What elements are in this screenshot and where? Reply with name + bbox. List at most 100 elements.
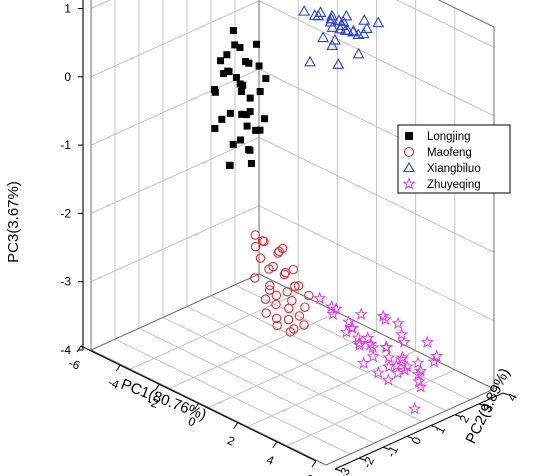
point-square [218, 115, 226, 123]
point-square [256, 88, 264, 96]
point-circle [257, 236, 268, 246]
point-square [246, 146, 254, 154]
point-square [229, 27, 237, 35]
point-square [211, 124, 219, 132]
point-square [220, 70, 228, 78]
point-square [243, 122, 251, 130]
point-square [242, 58, 250, 66]
point-circle [250, 230, 260, 240]
point-square [225, 161, 233, 169]
point-triangle [326, 21, 339, 32]
x-tick-mark [76, 345, 82, 353]
point-star [382, 350, 396, 364]
z-tick-label: -3 [60, 275, 71, 289]
point-star [357, 356, 371, 369]
point-square [232, 74, 240, 82]
point-triangle [357, 27, 370, 39]
legend: Longjing Maofeng Xiangbiluo Zhuyeqing [397, 124, 511, 194]
point-circle [250, 241, 261, 252]
x-tick-mark [272, 441, 278, 449]
point-star [379, 340, 393, 353]
floor-grid-line [138, 327, 375, 444]
point-star [329, 301, 343, 315]
point-circle [285, 327, 296, 337]
point-circle [284, 303, 294, 314]
point-star [430, 349, 444, 362]
y-tick-mark [478, 403, 486, 407]
x-tick-mark [154, 384, 160, 391]
point-square [238, 110, 246, 118]
x-tick-mark [233, 422, 239, 429]
point-star [389, 358, 403, 372]
x-tick-label: 6 [304, 472, 316, 476]
point-square [246, 94, 254, 102]
point-star [391, 366, 405, 379]
point-triangle [325, 12, 338, 24]
point-circle [265, 280, 275, 291]
point-star [394, 352, 409, 366]
point-star [381, 373, 395, 386]
legend-label-longjing: Longjing [427, 131, 470, 143]
y-tick-label: -2 [360, 454, 377, 470]
point-star [412, 374, 426, 388]
y-tick-label: 0 [409, 434, 425, 446]
z-tick-label: -1 [60, 138, 71, 152]
legend-item-zhuyeqing: Zhuyeqing [402, 177, 481, 191]
point-square [256, 126, 264, 134]
point-star [364, 337, 378, 350]
point-star [376, 309, 390, 322]
y-tick-mark [502, 392, 510, 396]
point-square [236, 44, 244, 52]
floor-grid-line [130, 292, 299, 370]
x-tick-mark [115, 364, 121, 372]
point-star [339, 325, 354, 338]
point-circle [250, 273, 260, 283]
point-circle [277, 243, 288, 254]
point-star [326, 307, 340, 320]
box-frame-edge [258, 273, 495, 390]
point-star [411, 356, 425, 369]
point-circle [271, 299, 281, 310]
point-square [237, 88, 245, 96]
legend-marker-square [405, 132, 413, 140]
y-tick-mark [430, 425, 438, 429]
point-star [371, 365, 385, 379]
point-square [246, 108, 254, 116]
point-triangle [326, 39, 339, 51]
point-circle [293, 281, 304, 291]
x-axis-title: PC1(80.76%) [119, 376, 209, 424]
x-tick-label: -6 [67, 356, 82, 373]
x-tick-label: -2 [145, 394, 160, 411]
right-wall-grid-line [258, 205, 495, 322]
right-wall-grid-line [258, 137, 495, 253]
point-triangle [360, 22, 373, 34]
x-tick-label: 2 [225, 433, 237, 449]
point-circle [294, 311, 305, 321]
point-star [400, 359, 414, 373]
point-square [239, 81, 247, 89]
x-tick-label: 4 [265, 452, 277, 468]
y-tick-mark [334, 468, 342, 472]
legend-box [397, 124, 511, 194]
point-triangle [317, 31, 330, 43]
point-circle [282, 287, 293, 297]
y-tick-mark [406, 435, 414, 439]
legend-item-xiangbiluo: Xiangbiluo [403, 161, 481, 175]
point-circle [271, 290, 282, 301]
left-wall-grid-line [90, 0, 111, 9]
point-star [366, 349, 380, 363]
y-tick-label: 1 [433, 423, 449, 435]
point-circle [264, 285, 275, 295]
point-star [391, 316, 405, 330]
point-square [217, 57, 225, 65]
z-tick-label: 1 [64, 1, 71, 15]
point-triangle [358, 14, 371, 25]
box-frame-edge [90, 349, 327, 466]
point-circle [261, 308, 271, 318]
box-frame-edge [437, 0, 495, 28]
point-circle [274, 246, 284, 257]
point-star [420, 335, 434, 349]
point-circle [304, 290, 314, 301]
point-circle [290, 281, 300, 292]
x-tick-mark [194, 403, 199, 410]
